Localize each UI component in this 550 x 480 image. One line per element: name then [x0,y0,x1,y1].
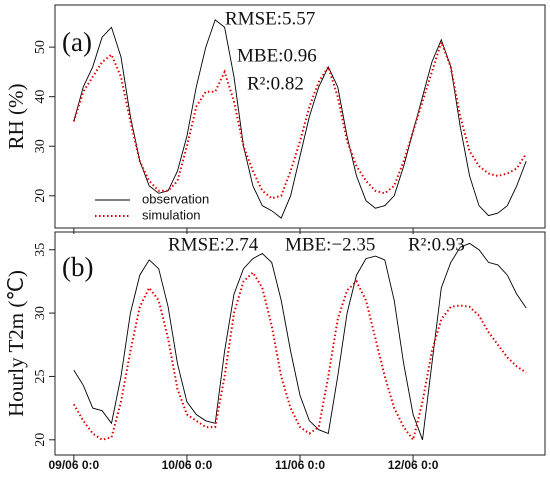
y-tick-label: 50 [33,40,48,54]
y-axis-label: Hourly T2m (℃) [4,270,28,417]
legend-label: observation [142,191,209,206]
plot-frame [54,231,546,456]
panel-label: (b) [62,252,93,282]
y-tick-label: 40 [33,90,48,104]
y-tick-label: 20 [33,433,48,447]
y-tick-label: 35 [33,243,48,257]
x-tick-label: 11/06 0:0 [275,458,325,472]
panel-label: (a) [62,27,92,57]
annotation: MBE:0.96 [237,45,317,66]
annotation: RMSE:2.74 [168,234,259,255]
y-axis-label: RH (%) [4,84,28,150]
plot-frame [54,4,546,229]
legend-label: simulation [142,207,201,222]
annotation: R²:0.82 [247,73,304,94]
x-tick-label: 10/06 0:0 [162,458,213,472]
y-tick-label: 20 [33,189,48,203]
annotation: MBE:−2.35 [285,234,375,255]
series-line [72,39,528,200]
x-tick-label: 09/06 0:0 [48,458,99,472]
series-line [73,242,527,440]
y-tick-label: 25 [33,369,48,383]
y-tick-label: 30 [33,139,48,153]
x-tick-label: 12/06 0:0 [388,458,439,472]
annotation: RMSE:5.57 [225,8,315,29]
annotation: R²:0.93 [408,234,465,255]
y-tick-label: 30 [33,306,48,320]
series-line [72,270,527,443]
